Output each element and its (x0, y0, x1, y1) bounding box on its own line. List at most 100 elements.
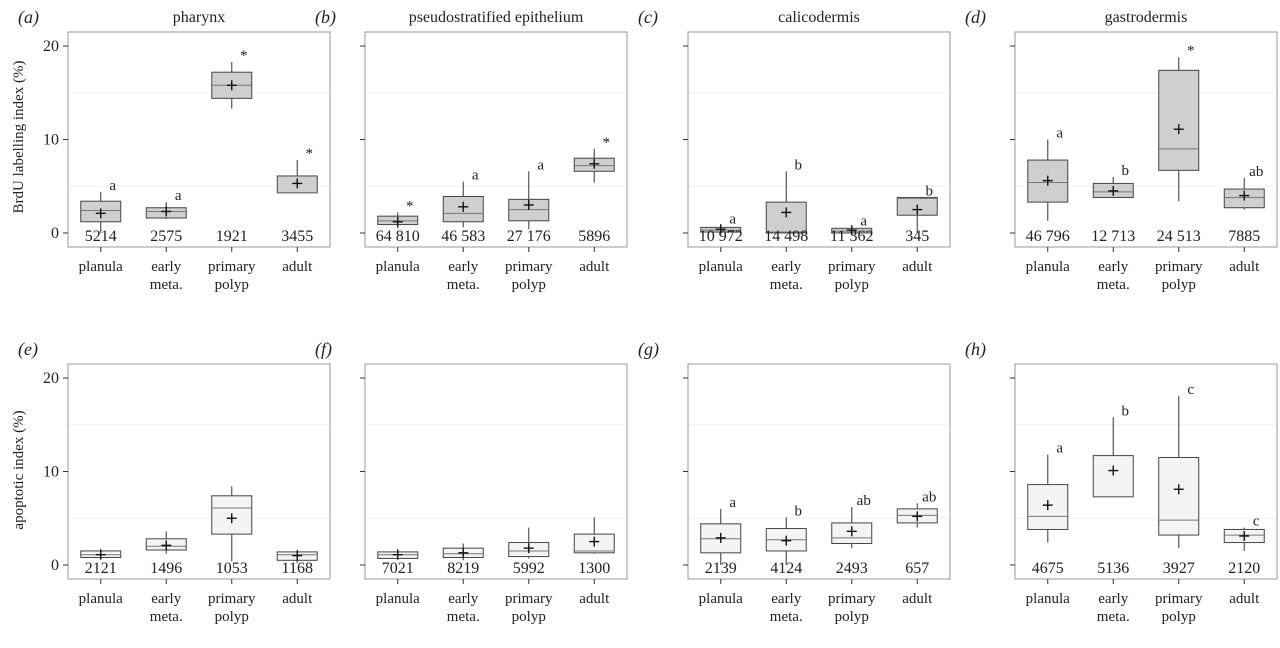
category-label: adult (902, 591, 933, 607)
category-label: primary (828, 259, 876, 275)
y-axis-label-apoptotic: apoptotic index (%) (11, 410, 27, 529)
panel-label-text: (h) (965, 339, 986, 360)
significance-label: a (860, 213, 867, 229)
panel-label: (e) (18, 339, 38, 360)
box-1: a 2575 early meta. (145, 188, 187, 293)
box-1: 1496 early meta. (145, 531, 187, 625)
sample-count: 2575 (150, 228, 182, 245)
panel-label-text: (e) (18, 339, 38, 360)
significance-label: * (603, 135, 611, 151)
sample-count: 5896 (578, 228, 610, 245)
sample-count: 1053 (216, 560, 248, 577)
sample-count: 7885 (1228, 228, 1260, 245)
category-label: planula (376, 591, 420, 607)
box-1: b 5136 early meta. (1092, 403, 1134, 625)
panel-label: (h) (965, 339, 986, 360)
category-label: meta. (447, 609, 480, 625)
sample-count: 64 810 (376, 228, 420, 245)
panel-d: (d) gastrodermis a 46 796 planula b 12 713 earl… (965, 7, 1278, 293)
sample-count: 4675 (1032, 560, 1064, 577)
y-tick-label: 10 (43, 464, 59, 481)
y-axis-label-brdu: BrdU labelling index (%) (11, 61, 27, 214)
significance-label: ab (922, 489, 936, 505)
category-label: polyp (1162, 609, 1196, 625)
box-iqr (1092, 455, 1134, 498)
panel-label: (a) (18, 7, 39, 28)
significance-label: a (109, 178, 116, 194)
box-iqr (1158, 456, 1200, 536)
sample-count: 14 498 (764, 228, 808, 245)
significance-label: b (1122, 163, 1130, 179)
panel-title: pharynx (173, 9, 225, 26)
box-1: 8219 early meta. (442, 543, 484, 625)
category-label: primary (505, 591, 553, 607)
sample-count: 2120 (1228, 560, 1260, 577)
box-0: a 5214 planula (79, 178, 123, 275)
category-label: polyp (835, 277, 869, 293)
sample-count: 24 513 (1157, 228, 1201, 245)
category-label: polyp (215, 277, 249, 293)
box-3: 1300 adult (573, 517, 615, 607)
panel-label-text: (f) (315, 339, 332, 360)
box-1: a 46 583 early meta. (441, 168, 485, 293)
panel-label: (d) (965, 7, 986, 28)
category-label: polyp (1162, 277, 1196, 293)
sample-count: 1300 (578, 560, 610, 577)
sample-count: 2139 (705, 560, 737, 577)
category-label: adult (282, 259, 313, 275)
significance-label: a (175, 188, 182, 204)
category-label: planula (699, 591, 743, 607)
panel-title: pseudostratified epithelium (409, 9, 584, 26)
category-label: primary (505, 259, 553, 275)
box-2: c 3927 primary polyp (1155, 382, 1203, 625)
plot-frame (1014, 363, 1278, 580)
box-3: ab 657 adult (896, 489, 938, 607)
significance-label: a (472, 168, 479, 184)
box-2: a 27 176 primary polyp (505, 157, 553, 293)
box-0: * 64 810 planula (376, 198, 420, 275)
panel-h: (h) a 4675 planula b 5136 early meta. c 3927 prima… (965, 339, 1278, 625)
sample-count: 1496 (150, 560, 182, 577)
category-label: meta. (150, 277, 183, 293)
box-0: 7021 planula (376, 549, 420, 607)
box-2: * 1921 primary polyp (208, 48, 256, 293)
panel-label: (f) (315, 339, 332, 360)
significance-label: * (306, 146, 314, 162)
category-label: early (448, 259, 478, 275)
category-label: early (1098, 591, 1128, 607)
y-tick-label: 20 (43, 38, 59, 55)
plot-frame (1014, 31, 1278, 248)
y-tick-label: 0 (51, 225, 59, 242)
significance-label: a (1056, 126, 1063, 142)
significance-label: ab (857, 493, 871, 509)
category-label: primary (1155, 591, 1203, 607)
panel-label: (c) (638, 7, 658, 28)
category-label: early (771, 591, 801, 607)
category-label: meta. (447, 277, 480, 293)
box-2: * 24 513 primary polyp (1155, 43, 1203, 293)
category-label: adult (1229, 591, 1260, 607)
significance-label: b (795, 157, 803, 173)
box-3: * 3455 adult (276, 146, 318, 275)
panel-title: gastrodermis (1105, 9, 1188, 26)
sample-count: 3455 (281, 228, 313, 245)
category-label: primary (828, 591, 876, 607)
category-label: meta. (770, 609, 803, 625)
sample-count: 11 362 (830, 228, 873, 245)
box-2: a11 362 primary polyp (828, 213, 876, 293)
category-label: primary (208, 591, 256, 607)
panel-f: (f) 7021 planula 8219 early meta. 5992 primary p… (315, 339, 628, 625)
category-label: adult (902, 259, 933, 275)
panel-title: calicodermis (778, 9, 860, 26)
box-3: c 2120 adult (1223, 514, 1265, 607)
category-label: polyp (835, 609, 869, 625)
significance-label: a (1056, 441, 1063, 457)
box-0: a10 972 planula (699, 212, 743, 276)
sample-count: 7021 (382, 560, 414, 577)
panel-label: (g) (638, 339, 659, 360)
box-iqr (765, 201, 807, 234)
category-label: early (151, 591, 181, 607)
significance-label: a (729, 495, 736, 511)
